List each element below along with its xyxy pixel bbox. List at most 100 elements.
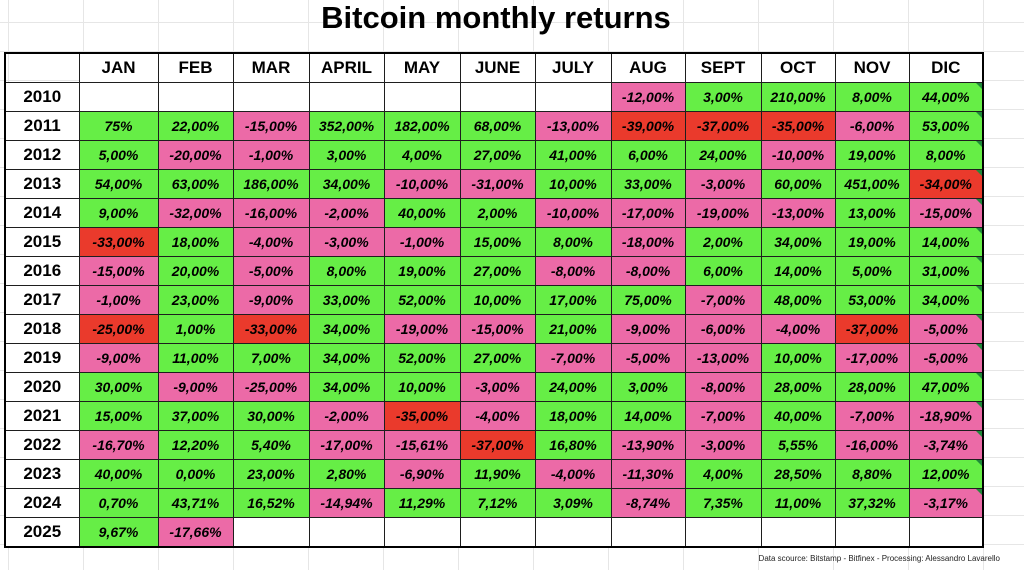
cell-flag-marker: [976, 112, 982, 118]
return-cell: 11,00%: [157, 343, 234, 373]
return-cell: 9,67%: [78, 517, 159, 548]
return-cell: -25,00%: [78, 314, 159, 344]
return-cell: -15,00%: [908, 198, 984, 228]
return-cell: -7,00%: [684, 285, 762, 315]
month-header-july: JULY: [534, 52, 612, 83]
return-cell: 40,00%: [78, 459, 159, 489]
return-cell: 3,00%: [308, 140, 385, 170]
year-label: 2016: [4, 256, 80, 286]
return-cell: 10,00%: [459, 285, 536, 315]
return-cell: 4,00%: [383, 140, 461, 170]
return-cell: -18,90%: [908, 401, 984, 431]
return-cell: -13,00%: [534, 111, 612, 141]
return-cell: 16,52%: [232, 488, 310, 518]
return-cell: -17,66%: [157, 517, 234, 548]
return-cell: 3,09%: [534, 488, 612, 518]
table-row: 2025 9,67% -17,66%: [4, 517, 984, 548]
return-cell: -15,00%: [459, 314, 536, 344]
table-row: 2018 -25,00% 1,00% -33,00% 34,00% -19,00% -15,…: [4, 314, 984, 344]
cell-flag-marker: [976, 83, 982, 89]
return-cell: 11,90%: [459, 459, 536, 489]
return-cell: 40,00%: [760, 401, 836, 431]
return-cell: 34,00%: [908, 285, 984, 315]
return-cell: 27,00%: [459, 256, 536, 286]
year-label: 2019: [4, 343, 80, 373]
return-cell: 12,20%: [157, 430, 234, 460]
return-cell: -3,00%: [684, 430, 762, 460]
return-cell: 18,00%: [534, 401, 612, 431]
month-header-june: JUNE: [459, 52, 536, 83]
return-cell: 7,00%: [232, 343, 310, 373]
return-cell: -32,00%: [157, 198, 234, 228]
month-header-may: MAY: [383, 52, 461, 83]
returns-table: JAN FEB MAR APRIL MAY JUNE JULY AUG SEPT OCT NOV DI…: [4, 52, 984, 548]
return-cell: 10,00%: [383, 372, 461, 402]
return-cell: 17,00%: [534, 285, 612, 315]
return-cell: 451,00%: [834, 169, 910, 199]
return-cell: -18,00%: [610, 227, 686, 257]
table-row: 2017 -1,00% 23,00% -9,00% 33,00% 52,00% 10,00%…: [4, 285, 984, 315]
table-row: 2015 -33,00% 18,00% -4,00% -3,00% -1,00% 15,00…: [4, 227, 984, 257]
return-cell: 48,00%: [760, 285, 836, 315]
month-header-mar: MAR: [232, 52, 310, 83]
return-cell: 54,00%: [78, 169, 159, 199]
return-cell: -8,74%: [610, 488, 686, 518]
return-cell: 24,00%: [684, 140, 762, 170]
return-cell: 28,00%: [834, 372, 910, 402]
return-cell: 8,00%: [908, 140, 984, 170]
return-cell: -3,00%: [684, 169, 762, 199]
return-cell: -35,00%: [383, 401, 461, 431]
return-cell: -8,00%: [534, 256, 612, 286]
return-cell: 11,00%: [760, 488, 836, 518]
cell-flag-marker: [976, 199, 982, 205]
return-cell: -5,00%: [908, 343, 984, 373]
year-label: 2013: [4, 169, 80, 199]
table-row: 2014 9,00% -32,00% -16,00% -2,00% 40,00% 2,00%…: [4, 198, 984, 228]
return-cell: -17,00%: [610, 198, 686, 228]
return-cell: 23,00%: [157, 285, 234, 315]
return-cell: -3,74%: [908, 430, 984, 460]
table-row: 2022 -16,70% 12,20% 5,40% -17,00% -15,61% -37,…: [4, 430, 984, 460]
return-cell: -2,00%: [308, 198, 385, 228]
table-row: 2011 75% 22,00% -15,00% 352,00% 182,00% 68,00%…: [4, 111, 984, 141]
return-cell: -13,90%: [610, 430, 686, 460]
cell-flag-marker: [976, 460, 982, 466]
return-cell: [308, 517, 385, 548]
return-cell: -17,00%: [834, 343, 910, 373]
return-cell: 182,00%: [383, 111, 461, 141]
return-cell: 2,00%: [459, 198, 536, 228]
return-cell: 16,80%: [534, 430, 612, 460]
return-cell: [834, 517, 910, 548]
return-cell: -6,90%: [383, 459, 461, 489]
return-cell: 12,00%: [908, 459, 984, 489]
return-cell: 15,00%: [459, 227, 536, 257]
cell-flag-marker: [976, 373, 982, 379]
month-header-feb: FEB: [157, 52, 234, 83]
return-cell: [78, 82, 159, 112]
return-cell: -5,00%: [232, 256, 310, 286]
return-cell: 41,00%: [534, 140, 612, 170]
return-cell: 20,00%: [157, 256, 234, 286]
cell-flag-marker: [976, 228, 982, 234]
year-label: 2017: [4, 285, 80, 315]
return-cell: 37,00%: [157, 401, 234, 431]
return-cell: 8,00%: [834, 82, 910, 112]
return-cell: 19,00%: [383, 256, 461, 286]
return-cell: 34,00%: [308, 343, 385, 373]
return-cell: 9,00%: [78, 198, 159, 228]
return-cell: 63,00%: [157, 169, 234, 199]
return-cell: -2,00%: [308, 401, 385, 431]
return-cell: 352,00%: [308, 111, 385, 141]
return-cell: -6,00%: [684, 314, 762, 344]
return-cell: -7,00%: [534, 343, 612, 373]
table-row: 2013 54,00% 63,00% 186,00% 34,00% -10,00% -31,…: [4, 169, 984, 199]
year-label: 2022: [4, 430, 80, 460]
return-cell: 52,00%: [383, 343, 461, 373]
return-cell: 19,00%: [834, 227, 910, 257]
return-cell: -10,00%: [534, 198, 612, 228]
return-cell: -15,61%: [383, 430, 461, 460]
return-cell: 0,00%: [157, 459, 234, 489]
return-cell: 14,00%: [610, 401, 686, 431]
cell-flag-marker: [976, 431, 982, 437]
return-cell: 47,00%: [908, 372, 984, 402]
